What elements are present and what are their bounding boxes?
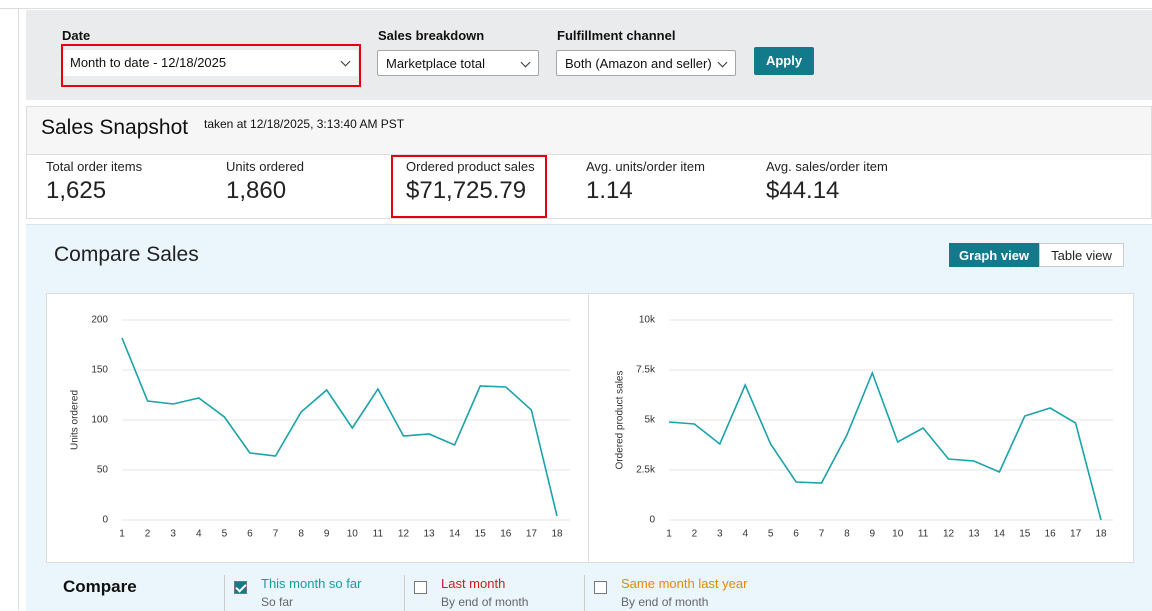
breakdown-label: Sales breakdown — [378, 28, 485, 43]
breakdown-dropdown[interactable]: Marketplace total — [377, 50, 539, 76]
x-tick-label: 15 — [1019, 529, 1031, 540]
x-tick-label: 11 — [918, 529, 929, 540]
data-line — [668, 370, 1102, 521]
metric-value: $71,725.79 — [406, 177, 527, 204]
compare-title: Compare Sales — [54, 243, 199, 266]
x-tick-label: 6 — [247, 529, 253, 540]
y-tick-label: 0 — [102, 515, 108, 526]
x-tick-label: 11 — [373, 529, 384, 540]
option-sub: So far — [261, 595, 294, 609]
metric-value: $44.14 — [766, 177, 840, 204]
separator — [224, 575, 225, 611]
channel-label: Fulfillment channel — [557, 28, 676, 43]
charts-box — [46, 293, 1134, 563]
highlight-box — [61, 44, 361, 87]
table-view-button[interactable]: Table view — [1039, 243, 1124, 267]
data-line — [121, 337, 558, 517]
x-tick-label: 9 — [870, 529, 876, 540]
y-tick-label: 0 — [649, 515, 655, 526]
x-tick-label: 2 — [145, 529, 151, 540]
metric-label: Avg. sales/order item — [766, 159, 888, 174]
x-tick-label: 17 — [1070, 529, 1082, 540]
x-tick-label: 7 — [819, 529, 825, 540]
x-tick-label: 7 — [273, 529, 279, 540]
x-tick-label: 9 — [324, 529, 330, 540]
x-tick-label: 3 — [170, 529, 176, 540]
top-bar — [0, 0, 1152, 9]
x-tick-label: 10 — [347, 529, 359, 540]
metric-label: Avg. units/order item — [586, 159, 705, 174]
x-tick-label: 15 — [475, 529, 487, 540]
x-tick-label: 14 — [449, 529, 461, 540]
y-tick-label: 50 — [97, 465, 109, 476]
option-sub: By end of month — [621, 595, 709, 609]
date-label: Date — [62, 28, 91, 43]
date-dropdown[interactable]: Month to date - 12/18/2025 — [62, 50, 358, 76]
y-tick-label: 10k — [639, 315, 656, 326]
option-name: Same month last year — [621, 576, 748, 591]
x-tick-label: 13 — [968, 529, 980, 540]
x-tick-label: 16 — [1045, 529, 1057, 540]
check-mark — [235, 581, 247, 593]
snapshot-time: taken at 12/18/2025, 3:13:40 AM PST — [204, 117, 405, 131]
filter-bar: Date Month to date - 12/18/2025 Sales br… — [26, 10, 1152, 100]
metric-value: 1,860 — [226, 177, 287, 204]
y-tick-label: 7.5k — [636, 365, 656, 376]
y-tick-label: 5k — [644, 415, 656, 426]
divider — [588, 294, 589, 562]
option-name: This month so far — [261, 576, 362, 591]
x-tick-label: 17 — [526, 529, 538, 540]
x-tick-label: 6 — [793, 529, 799, 540]
y-tick-label: 2.5k — [636, 465, 656, 476]
x-tick-label: 1 — [666, 529, 672, 540]
metric-value: 1,625 — [46, 177, 107, 204]
x-tick-label: 3 — [717, 529, 723, 540]
x-tick-label: 5 — [768, 529, 774, 540]
x-tick-label: 18 — [551, 529, 563, 540]
x-tick-label: 4 — [742, 529, 748, 540]
checkbox[interactable] — [594, 581, 607, 594]
metric-label: Units ordered — [226, 159, 305, 174]
x-tick-label: 2 — [692, 529, 698, 540]
x-tick-label: 16 — [500, 529, 512, 540]
option-sub: By end of month — [441, 595, 529, 609]
side-strip — [0, 8, 19, 610]
y-tick-label: 150 — [91, 365, 108, 376]
metric-label: Total order items — [46, 159, 143, 174]
checkbox[interactable] — [234, 581, 247, 594]
compare-label: Compare — [63, 577, 137, 596]
graph-view-button[interactable]: Graph view — [949, 243, 1039, 267]
snapshot-panel: Sales Snapshot taken at 12/18/2025, 3:13… — [26, 106, 1152, 219]
y-axis-label: Ordered product sales — [615, 371, 626, 470]
x-tick-label: 18 — [1095, 529, 1107, 540]
x-tick-label: 4 — [196, 529, 202, 540]
x-tick-label: 8 — [298, 529, 304, 540]
apply-button[interactable]: Apply — [754, 47, 814, 75]
compare-panel: Compare Sales Graph view Table view Comp… — [26, 224, 1152, 611]
x-tick-label: 8 — [844, 529, 850, 540]
x-tick-label: 12 — [398, 529, 410, 540]
x-tick-label: 5 — [222, 529, 228, 540]
y-tick-label: 200 — [91, 315, 108, 326]
channel-dropdown[interactable]: Both (Amazon and seller) — [556, 50, 736, 76]
snapshot-title: Sales Snapshot — [41, 116, 189, 139]
separator — [584, 575, 585, 611]
option-name: Last month — [441, 576, 506, 591]
metric-label: Ordered product sales — [406, 159, 535, 174]
x-tick-label: 12 — [943, 529, 955, 540]
metric-value: 1.14 — [586, 177, 633, 204]
y-axis-label: Units ordered — [70, 390, 81, 450]
x-tick-label: 14 — [994, 529, 1006, 540]
highlight-box — [391, 155, 547, 218]
x-tick-label: 1 — [119, 529, 125, 540]
checkbox[interactable] — [414, 581, 427, 594]
snapshot-header — [27, 107, 1151, 155]
y-tick-label: 100 — [91, 415, 108, 426]
x-tick-label: 13 — [423, 529, 435, 540]
separator — [404, 575, 405, 611]
x-tick-label: 10 — [892, 529, 904, 540]
